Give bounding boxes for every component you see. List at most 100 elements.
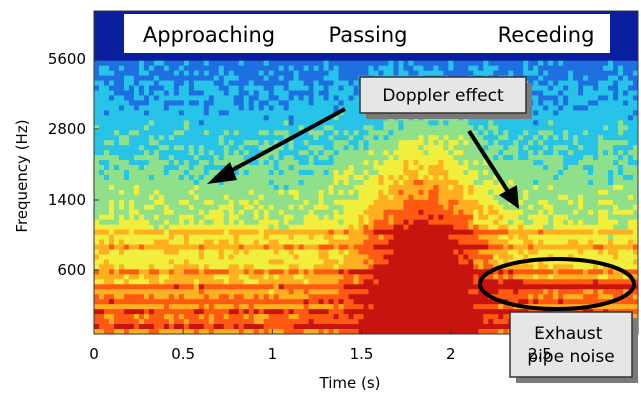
heatmap-cell	[168, 204, 175, 211]
heatmap-cell	[258, 199, 265, 206]
heatmap-cell	[328, 209, 335, 216]
heatmap-cell	[503, 135, 509, 141]
heatmap-cell	[103, 120, 110, 126]
heatmap-cell	[268, 60, 275, 67]
heatmap-cell	[183, 85, 190, 92]
heatmap-cell	[248, 140, 255, 146]
heatmap-cell	[543, 150, 549, 156]
heatmap-cell	[503, 179, 509, 186]
heatmap-cell	[268, 224, 275, 231]
heatmap-cell	[328, 219, 335, 226]
heatmap-cell	[108, 11, 115, 17]
heatmap-cell	[498, 189, 504, 196]
heatmap-cell	[183, 125, 190, 131]
heatmap-cell	[448, 214, 454, 221]
heatmap-cell	[113, 100, 120, 107]
heatmap-cell	[478, 189, 484, 196]
heatmap-cell	[413, 209, 420, 216]
heatmap-cell	[183, 50, 190, 57]
heatmap-cell	[598, 224, 604, 231]
heatmap-cell	[423, 130, 429, 136]
heatmap-cell	[518, 199, 524, 206]
heatmap-cell	[598, 214, 604, 221]
heatmap-cell	[288, 110, 295, 116]
heatmap-cell	[608, 135, 614, 141]
heatmap-cell	[303, 189, 310, 196]
heatmap-cell	[433, 229, 439, 236]
heatmap-cell	[248, 229, 255, 236]
heatmap-cell	[393, 145, 400, 151]
heatmap-cell	[223, 110, 230, 116]
heatmap-cell	[298, 135, 305, 141]
heatmap-cell	[563, 170, 569, 176]
heatmap-cell	[543, 179, 549, 186]
heatmap-cell	[308, 120, 315, 126]
heatmap-cell	[308, 110, 315, 116]
heatmap-cell	[508, 50, 514, 57]
heatmap-cell	[303, 219, 310, 226]
heatmap-cell	[553, 170, 559, 176]
heatmap-cell	[333, 165, 340, 171]
heatmap-cell	[228, 155, 235, 161]
heatmap-cell	[433, 174, 439, 181]
heatmap-cell	[293, 55, 300, 62]
heatmap-cell	[318, 90, 325, 97]
heatmap-cell	[608, 125, 614, 131]
heatmap-cell	[628, 80, 634, 87]
heatmap-cell	[588, 65, 594, 72]
heatmap-cell	[363, 165, 370, 171]
heatmap-cell	[298, 170, 305, 176]
heatmap-cell	[278, 130, 285, 136]
heatmap-cell	[113, 184, 120, 191]
heatmap-cell	[228, 70, 235, 77]
heatmap-cell	[628, 219, 634, 226]
heatmap-cell	[553, 214, 559, 221]
heatmap-cell	[103, 90, 110, 97]
heatmap-cell	[623, 184, 629, 191]
heatmap-cell	[463, 145, 469, 151]
heatmap-cell	[568, 90, 574, 97]
heatmap-cell	[103, 70, 110, 77]
heatmap-cell	[403, 140, 410, 146]
heatmap-cell	[248, 100, 255, 107]
heatmap-cell	[218, 100, 225, 107]
heatmap-cell	[208, 11, 215, 17]
heatmap-cell	[238, 135, 245, 141]
heatmap-cell	[108, 150, 115, 156]
heatmap-cell	[498, 194, 504, 201]
heatmap-cell	[418, 70, 424, 77]
heatmap-cell	[193, 199, 200, 206]
heatmap-cell	[283, 75, 290, 82]
heatmap-cell	[263, 194, 270, 201]
heatmap-cell	[578, 199, 584, 206]
heatmap-cell	[268, 234, 275, 241]
heatmap-cell	[593, 135, 599, 141]
heatmap-cell	[293, 95, 300, 102]
heatmap-cell	[423, 184, 429, 191]
heatmap-cell	[428, 204, 434, 211]
heatmap-cell	[393, 165, 400, 171]
heatmap-cell	[453, 174, 459, 181]
heatmap-cell	[258, 155, 265, 161]
heatmap-cell	[413, 155, 420, 161]
heatmap-cell	[373, 155, 380, 161]
heatmap-cell	[408, 55, 415, 62]
heatmap-cell	[303, 110, 310, 116]
heatmap-cell	[138, 145, 145, 151]
heatmap-cell	[188, 224, 195, 231]
heatmap-cell	[553, 90, 559, 97]
heatmap-cell	[633, 165, 638, 171]
heatmap-cell	[578, 145, 584, 151]
heatmap-cell	[123, 165, 130, 171]
heatmap-cell	[398, 214, 405, 221]
heatmap-cell	[523, 140, 529, 146]
heatmap-cell	[293, 170, 300, 176]
heatmap-cell	[628, 105, 634, 111]
heatmap-cell	[553, 100, 559, 107]
heatmap-cell	[178, 11, 185, 17]
heatmap-cell	[228, 50, 235, 57]
heatmap-cell	[143, 229, 150, 236]
heatmap-cell	[163, 140, 170, 146]
heatmap-cell	[153, 189, 160, 196]
heatmap-cell	[413, 170, 420, 176]
